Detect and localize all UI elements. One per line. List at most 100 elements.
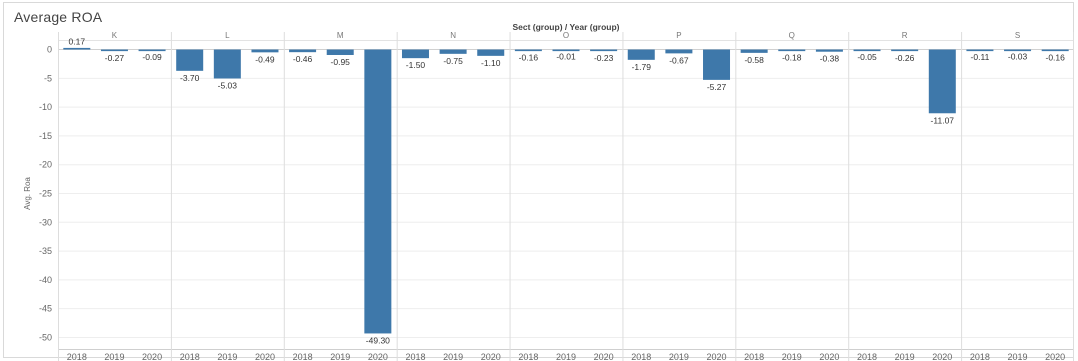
y-tick-label: -10 bbox=[39, 102, 52, 112]
data-label: -0.46 bbox=[293, 54, 313, 64]
panel-title-K: K bbox=[112, 31, 118, 40]
y-tick-label: -15 bbox=[39, 131, 52, 141]
bar-P-2018 bbox=[627, 49, 655, 60]
y-axis-label: Avg. Roa bbox=[23, 177, 32, 210]
panel-title-M: M bbox=[337, 31, 344, 40]
data-label: -0.16 bbox=[1045, 52, 1065, 62]
bar-R-2019 bbox=[891, 49, 919, 52]
bar-O-2020 bbox=[590, 49, 618, 52]
x-tick-label: 2019 bbox=[104, 352, 124, 361]
panel-title-P: P bbox=[676, 31, 681, 40]
panel-title-O: O bbox=[563, 31, 569, 40]
x-tick-label: 2018 bbox=[744, 352, 764, 361]
bar-L-2019 bbox=[213, 49, 241, 79]
data-label: 0.17 bbox=[69, 37, 86, 47]
data-label: -0.09 bbox=[142, 52, 162, 62]
x-tick-label: 2020 bbox=[368, 352, 388, 361]
bar-L-2018 bbox=[176, 49, 204, 71]
panel-title-L: L bbox=[225, 31, 230, 40]
data-label: -0.95 bbox=[331, 57, 351, 67]
x-tick-label: 2019 bbox=[556, 352, 576, 361]
bar-M-2020 bbox=[364, 49, 392, 334]
data-label: -0.01 bbox=[556, 52, 576, 62]
x-tick-label: 2018 bbox=[67, 352, 87, 361]
bar-Q-2018 bbox=[740, 49, 768, 53]
data-label: -5.03 bbox=[218, 80, 238, 90]
x-tick-label: 2019 bbox=[443, 352, 463, 361]
x-tick-label: 2019 bbox=[330, 352, 350, 361]
data-label: -1.50 bbox=[406, 60, 426, 70]
y-tick-label: -20 bbox=[39, 160, 52, 170]
panel-title-Q: Q bbox=[789, 31, 795, 40]
y-tick-label: -45 bbox=[39, 304, 52, 314]
y-tick-label: -5 bbox=[44, 73, 52, 83]
x-tick-label: 2020 bbox=[255, 352, 275, 361]
bar-N-2019 bbox=[439, 49, 467, 54]
chart-title: Average ROA bbox=[14, 9, 103, 25]
panel-title-S: S bbox=[1015, 31, 1020, 40]
x-tick-label: 2019 bbox=[895, 352, 915, 361]
bar-P-2020 bbox=[703, 49, 731, 80]
y-tick-label: -50 bbox=[39, 332, 52, 342]
data-label: -0.18 bbox=[782, 53, 802, 63]
data-label: -0.27 bbox=[105, 53, 125, 63]
data-label: -11.07 bbox=[931, 115, 955, 125]
x-tick-label: 2018 bbox=[180, 352, 200, 361]
panel-title-N: N bbox=[450, 31, 456, 40]
data-label: -0.75 bbox=[443, 56, 463, 66]
y-tick-label: 0 bbox=[47, 45, 52, 55]
y-tick-label: -30 bbox=[39, 217, 52, 227]
data-label: -0.16 bbox=[519, 52, 539, 62]
bar-S-2019 bbox=[1004, 49, 1032, 52]
bar-Q-2019 bbox=[778, 49, 806, 52]
bar-K-2020 bbox=[138, 49, 166, 52]
data-label: -1.10 bbox=[481, 58, 501, 68]
data-label: -0.11 bbox=[971, 52, 990, 62]
panel-title-R: R bbox=[902, 31, 908, 40]
data-label: -0.58 bbox=[744, 55, 764, 65]
data-label: -0.23 bbox=[594, 53, 614, 63]
bar-P-2019 bbox=[665, 49, 693, 54]
x-tick-label: 2019 bbox=[217, 352, 237, 361]
y-tick-label: -40 bbox=[39, 275, 52, 285]
bar-O-2019 bbox=[552, 49, 580, 52]
y-tick-label: -25 bbox=[39, 189, 52, 199]
x-tick-label: 2020 bbox=[594, 352, 614, 361]
bar-S-2018 bbox=[966, 49, 994, 52]
x-tick-label: 2018 bbox=[857, 352, 877, 361]
bar-N-2018 bbox=[401, 49, 429, 59]
data-label: -0.38 bbox=[820, 54, 840, 64]
panel-header-title: Sect (group) / Year (group) bbox=[512, 22, 619, 32]
y-tick-label: -35 bbox=[39, 246, 52, 256]
data-label: -0.03 bbox=[1008, 52, 1028, 62]
bar-M-2018 bbox=[289, 49, 317, 53]
x-tick-label: 2019 bbox=[782, 352, 802, 361]
x-tick-label: 2020 bbox=[819, 352, 839, 361]
x-tick-label: 2019 bbox=[669, 352, 689, 361]
bar-O-2018 bbox=[514, 49, 542, 52]
x-tick-label: 2020 bbox=[932, 352, 952, 361]
x-tick-label: 2018 bbox=[970, 352, 990, 361]
x-tick-label: 2018 bbox=[518, 352, 538, 361]
bar-R-2018 bbox=[853, 49, 881, 52]
data-label: -1.79 bbox=[632, 62, 652, 72]
bar-K-2018 bbox=[63, 47, 91, 50]
x-tick-label: 2020 bbox=[707, 352, 727, 361]
data-label: -0.67 bbox=[669, 55, 689, 65]
data-label: -0.49 bbox=[255, 54, 275, 64]
bar-S-2020 bbox=[1041, 49, 1069, 52]
x-tick-label: 2020 bbox=[481, 352, 501, 361]
data-label: -5.27 bbox=[707, 82, 727, 92]
bar-M-2019 bbox=[326, 49, 354, 55]
x-tick-label: 2018 bbox=[631, 352, 651, 361]
data-label: -0.26 bbox=[895, 53, 915, 63]
bar-Q-2020 bbox=[815, 49, 843, 52]
bar-N-2020 bbox=[477, 49, 505, 56]
x-tick-label: 2019 bbox=[1008, 352, 1028, 361]
x-tick-label: 2020 bbox=[142, 352, 162, 361]
bar-K-2019 bbox=[100, 49, 128, 52]
x-tick-label: 2018 bbox=[293, 352, 313, 361]
data-label: -49.30 bbox=[366, 335, 390, 345]
data-label: -0.05 bbox=[857, 52, 877, 62]
